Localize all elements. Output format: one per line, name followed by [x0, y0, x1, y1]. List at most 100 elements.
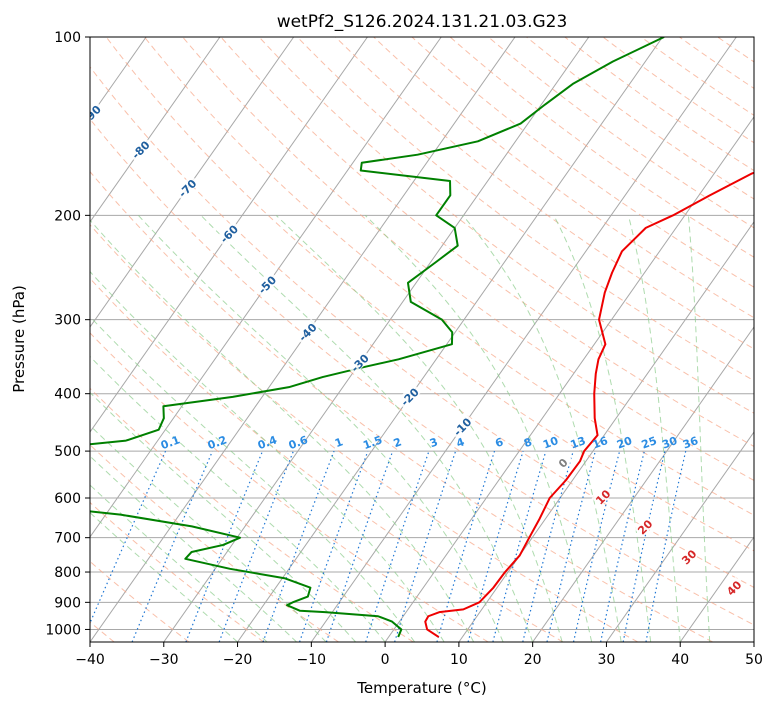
- y-tick-label: 600: [54, 491, 81, 507]
- y-tick-label: 800: [54, 565, 81, 581]
- mixing-ratio-label: 0.4: [256, 433, 279, 452]
- isotherm-label-bg: [90, 100, 104, 127]
- mixing-ratio-line: [522, 450, 574, 642]
- moist-adiabat-line: [90, 270, 445, 642]
- y-axis-label: Pressure (hPa): [10, 285, 28, 393]
- temperature-trace: [424, 171, 754, 638]
- mixing-ratio-label: 3: [428, 435, 440, 450]
- isotherm-line: [606, 431, 754, 642]
- dewpoint-trace: [90, 37, 665, 638]
- dry-adiabat-line: [105, 37, 754, 552]
- dry-adiabat-line: [335, 37, 754, 350]
- isotherm-line: [90, 37, 442, 538]
- isotherm-line: [532, 326, 754, 642]
- plot-area: 0.10.20.40.611.52346810131620253036-100-…: [90, 37, 754, 642]
- isotherm-line: [163, 37, 590, 642]
- isotherm-line: [237, 37, 663, 642]
- mixing-ratio-line: [546, 450, 596, 642]
- y-tick-label: 500: [54, 444, 81, 460]
- mixing-ratio-line: [365, 450, 430, 642]
- x-axis-label: Temperature (°C): [356, 679, 486, 697]
- moist-adiabat-line: [90, 391, 356, 642]
- moist-adiabat-line: [90, 484, 268, 642]
- axes: −40 −30 −20 −10 0 10 20 30 40 5010020030040050060…: [45, 30, 763, 668]
- dry-adiabat-line: [144, 37, 754, 516]
- x-tick-label: −10: [297, 652, 327, 668]
- dry-adiabat-line: [526, 37, 754, 200]
- dry-adiabat-line: [90, 332, 489, 642]
- mixing-ratio-line: [645, 450, 687, 642]
- y-tick-label: 300: [54, 313, 81, 329]
- y-tick-label: 700: [54, 531, 81, 547]
- mixing-ratio-label: 10: [541, 434, 560, 452]
- isotherm-label-bg: [253, 271, 280, 297]
- mixing-ratio-line: [394, 450, 457, 642]
- isotherm-label-bg: [449, 413, 475, 439]
- isotherm-line: [90, 37, 295, 328]
- dry-adiabat-line: [449, 37, 754, 258]
- moist-adiabat-line: [553, 215, 652, 642]
- dry-adiabat-line: [90, 170, 713, 642]
- dry-adiabat-line: [90, 277, 564, 642]
- moist-adiabat-line: [462, 215, 622, 642]
- mixing-ratio-label: 8: [522, 435, 534, 450]
- dry-adiabat-line: [296, 37, 754, 382]
- x-tick-label: −30: [149, 652, 179, 668]
- mixing-ratio-label: 1: [333, 435, 345, 450]
- dry-adiabat-line: [90, 223, 639, 642]
- y-tick-label: 100: [54, 30, 81, 46]
- dry-adiabat-line: [564, 37, 754, 172]
- mixing-ratio-line: [467, 450, 524, 642]
- moist-adiabat-line: [275, 214, 563, 642]
- mixing-ratio-label: 20: [615, 434, 634, 452]
- x-tick-label: 40: [671, 652, 689, 668]
- x-tick-label: 20: [524, 652, 542, 668]
- isotherm-label-bg: [396, 383, 422, 409]
- dry-adiabat-line: [488, 37, 754, 229]
- dry-adiabat-line: [258, 37, 754, 414]
- mixing-ratio-label: 30: [660, 434, 679, 452]
- moist-adiabat-line: [90, 219, 475, 642]
- mixing-ratio-line: [572, 450, 621, 642]
- mixing-ratio-label: 36: [681, 434, 700, 452]
- y-tick-label: 200: [54, 208, 81, 224]
- mixing-ratio-line: [90, 450, 167, 625]
- x-tick-label: 30: [598, 652, 616, 668]
- dry-adiabat-line: [90, 501, 265, 642]
- isotherm-label-bg: [294, 318, 320, 345]
- x-tick-label: −20: [223, 652, 253, 668]
- isotherm-label-bg: [127, 136, 153, 162]
- isotherm-label-bg: [215, 220, 242, 246]
- isotherm-line: [90, 37, 368, 433]
- mixing-ratio-label: 1.5: [361, 433, 384, 452]
- plot-frame: [89, 36, 755, 643]
- mixing-ratio-label: 6: [493, 435, 505, 450]
- isotherm-line: [90, 37, 221, 223]
- dry-adiabat-line: [602, 37, 754, 144]
- y-tick-label: 400: [54, 387, 81, 403]
- isotherm-label-bg: [346, 349, 372, 376]
- mixing-ratio-label: 0.1: [159, 433, 182, 452]
- moist-label-bg: [591, 485, 613, 507]
- moist-label-bg: [722, 576, 744, 598]
- moist-adiabat-line: [137, 215, 504, 642]
- isotherm-line: [310, 37, 737, 642]
- moist-label-bg: [551, 451, 573, 473]
- moist-label-bg: [633, 515, 655, 537]
- mixing-ratio-label: 16: [591, 434, 610, 452]
- mixing-ratio-line: [492, 450, 547, 642]
- y-tick-label: 900: [54, 595, 81, 611]
- isotherm-label-bg: [174, 174, 200, 201]
- mixing-ratio-label: 13: [569, 434, 588, 451]
- y-tick-label: 1000: [45, 622, 81, 638]
- mixing-ratio-line: [600, 450, 645, 642]
- moist-adiabat-line: [90, 455, 297, 642]
- mixing-ratio-label: 25: [640, 434, 659, 451]
- dry-adiabat-line: [90, 66, 754, 588]
- moist-label-group: 0: [551, 451, 573, 473]
- moist-label-bg: [677, 545, 699, 567]
- chart-title: wetPf2_S126.2024.131.21.03.G23: [277, 12, 568, 32]
- mixing-ratio-label: 4: [455, 435, 467, 450]
